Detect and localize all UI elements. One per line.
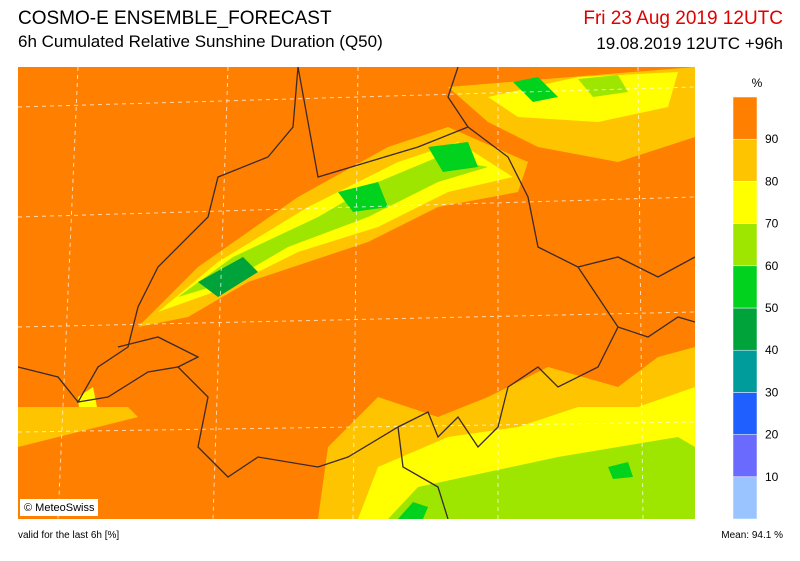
- colorbar-bin: [732, 223, 758, 267]
- borders: [18, 67, 695, 519]
- copyright: © MeteoSwiss: [24, 502, 95, 514]
- colorbar-tick-label: 30: [765, 385, 779, 399]
- colorbar-tick-label: 40: [765, 343, 779, 357]
- colorbar-bin: [732, 265, 758, 309]
- copyright-box: [20, 499, 98, 516]
- colorbar-tick-label: 70: [765, 217, 779, 231]
- colorbar-bin: [732, 476, 758, 520]
- graticule: [18, 67, 695, 519]
- colorbar-tick-label: 60: [765, 259, 779, 273]
- colorbar-bin: [732, 349, 758, 393]
- title: COSMO-E ENSEMBLE_FORECAST: [18, 8, 332, 29]
- colorbar-bin: [732, 307, 758, 351]
- colorbar-bin: [732, 392, 758, 435]
- colorbar-tick-label: 80: [765, 174, 779, 188]
- map: © MeteoSwiss: [18, 67, 695, 519]
- colorbar-bin: [732, 96, 758, 140]
- footer-note: valid for the last 6h [%]: [18, 530, 120, 541]
- colorbar-tick-label: 10: [765, 470, 779, 484]
- colorbar-bin: [732, 181, 758, 224]
- colorbar-bin: [732, 434, 758, 478]
- colorbar: % 10 20 30 40 50 60 70 80 90: [732, 76, 779, 520]
- colorbar-tick-label: 50: [765, 301, 779, 315]
- colorbar-tick-label: 20: [765, 428, 779, 442]
- mean: Mean: 94.1 %: [721, 530, 783, 541]
- colorbar-bin: [732, 138, 758, 182]
- subtitle: 6h Cumulated Relative Sunshine Duration …: [18, 32, 383, 51]
- valid-time: Fri 23 Aug 2019 12UTC: [583, 8, 783, 29]
- precip-zones: [18, 67, 695, 519]
- run-time: 19.08.2019 12UTC +96h: [596, 34, 783, 53]
- colorbar-unit: %: [752, 76, 763, 90]
- colorbar-tick-label: 90: [765, 132, 779, 146]
